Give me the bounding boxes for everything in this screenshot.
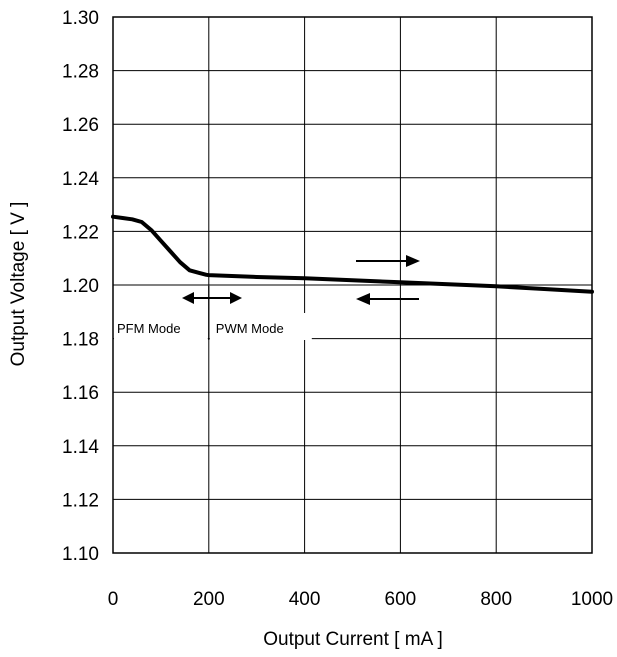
y-tick-label: 1.28 — [62, 62, 99, 83]
x-tick-label: 400 — [289, 589, 321, 610]
pwm-mode-label: PWM Mode — [216, 321, 284, 336]
pfm-mode-label: PFM Mode — [117, 321, 181, 336]
x-tick-label: 0 — [108, 589, 119, 610]
y-tick-label: 1.22 — [62, 222, 99, 243]
x-axis-title: Output Current [ mA ] — [263, 629, 443, 650]
mode-arrow-right-head — [230, 292, 242, 304]
y-tick-label: 1.30 — [62, 8, 99, 29]
grid — [112, 16, 593, 554]
y-tick-label: 1.16 — [62, 383, 99, 404]
y-tick-label: 1.10 — [62, 544, 99, 565]
x-tick-label: 600 — [385, 589, 417, 610]
tick-labels: 0 200 400 600 800 1000 1.10 1.12 1.14 1.16 1.18 1.2… — [62, 8, 613, 610]
annotations: PFM Mode PWM Mode — [114, 255, 420, 340]
y-tick-label: 1.12 — [62, 490, 99, 511]
pfm-label-box — [114, 313, 208, 340]
increase-arrow-head — [406, 255, 420, 267]
decrease-arrow-head — [356, 293, 370, 305]
y-axis-title: Output Voltage [ V ] — [8, 202, 29, 367]
x-tick-label: 200 — [193, 589, 225, 610]
x-tick-label: 800 — [480, 589, 512, 610]
y-tick-label: 1.26 — [62, 115, 99, 136]
series-line — [111, 214, 594, 294]
x-tick-label: 1000 — [571, 589, 613, 610]
pwm-label-box — [209, 313, 312, 340]
y-tick-label: 1.20 — [62, 276, 99, 297]
y-tick-label: 1.18 — [62, 330, 99, 351]
y-tick-label: 1.24 — [62, 169, 99, 190]
y-tick-label: 1.14 — [62, 437, 99, 458]
plot-frame — [112, 16, 593, 554]
mode-arrow-left-head — [182, 292, 194, 304]
